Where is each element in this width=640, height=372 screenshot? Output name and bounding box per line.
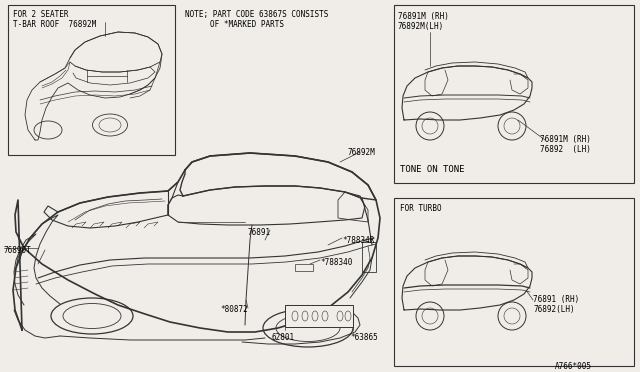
Bar <box>295 264 313 271</box>
Bar <box>362 242 376 272</box>
Text: 76892(LH): 76892(LH) <box>533 305 575 314</box>
Text: 76892M(LH): 76892M(LH) <box>398 22 444 31</box>
Bar <box>8 5 175 155</box>
Text: *788340: *788340 <box>320 258 353 267</box>
Text: NOTE; PART CODE 63867S CONSISTS: NOTE; PART CODE 63867S CONSISTS <box>185 10 328 19</box>
Text: OF *MARKED PARTS: OF *MARKED PARTS <box>210 20 284 29</box>
Text: 76891M (RH): 76891M (RH) <box>540 135 591 144</box>
Text: 62801: 62801 <box>272 333 295 342</box>
Text: T-BAR ROOF  76892M: T-BAR ROOF 76892M <box>13 20 96 29</box>
Text: *63865: *63865 <box>350 333 378 342</box>
Text: 76892  (LH): 76892 (LH) <box>540 145 591 154</box>
Text: FOR TURBO: FOR TURBO <box>400 204 442 213</box>
Bar <box>394 198 634 366</box>
Text: FOR 2 SEATER: FOR 2 SEATER <box>13 10 68 19</box>
Text: 76891 (RH): 76891 (RH) <box>533 295 579 304</box>
Text: TONE ON TONE: TONE ON TONE <box>400 165 465 174</box>
Text: 76892M: 76892M <box>348 148 376 157</box>
Text: *80872: *80872 <box>220 305 248 314</box>
Text: 76891M (RH): 76891M (RH) <box>398 12 449 21</box>
Text: 76890T: 76890T <box>4 246 32 255</box>
Bar <box>285 305 353 327</box>
Text: 76891: 76891 <box>248 228 271 237</box>
Bar <box>394 5 634 183</box>
Text: A766*005: A766*005 <box>555 362 592 371</box>
Text: *78834R: *78834R <box>342 236 374 245</box>
